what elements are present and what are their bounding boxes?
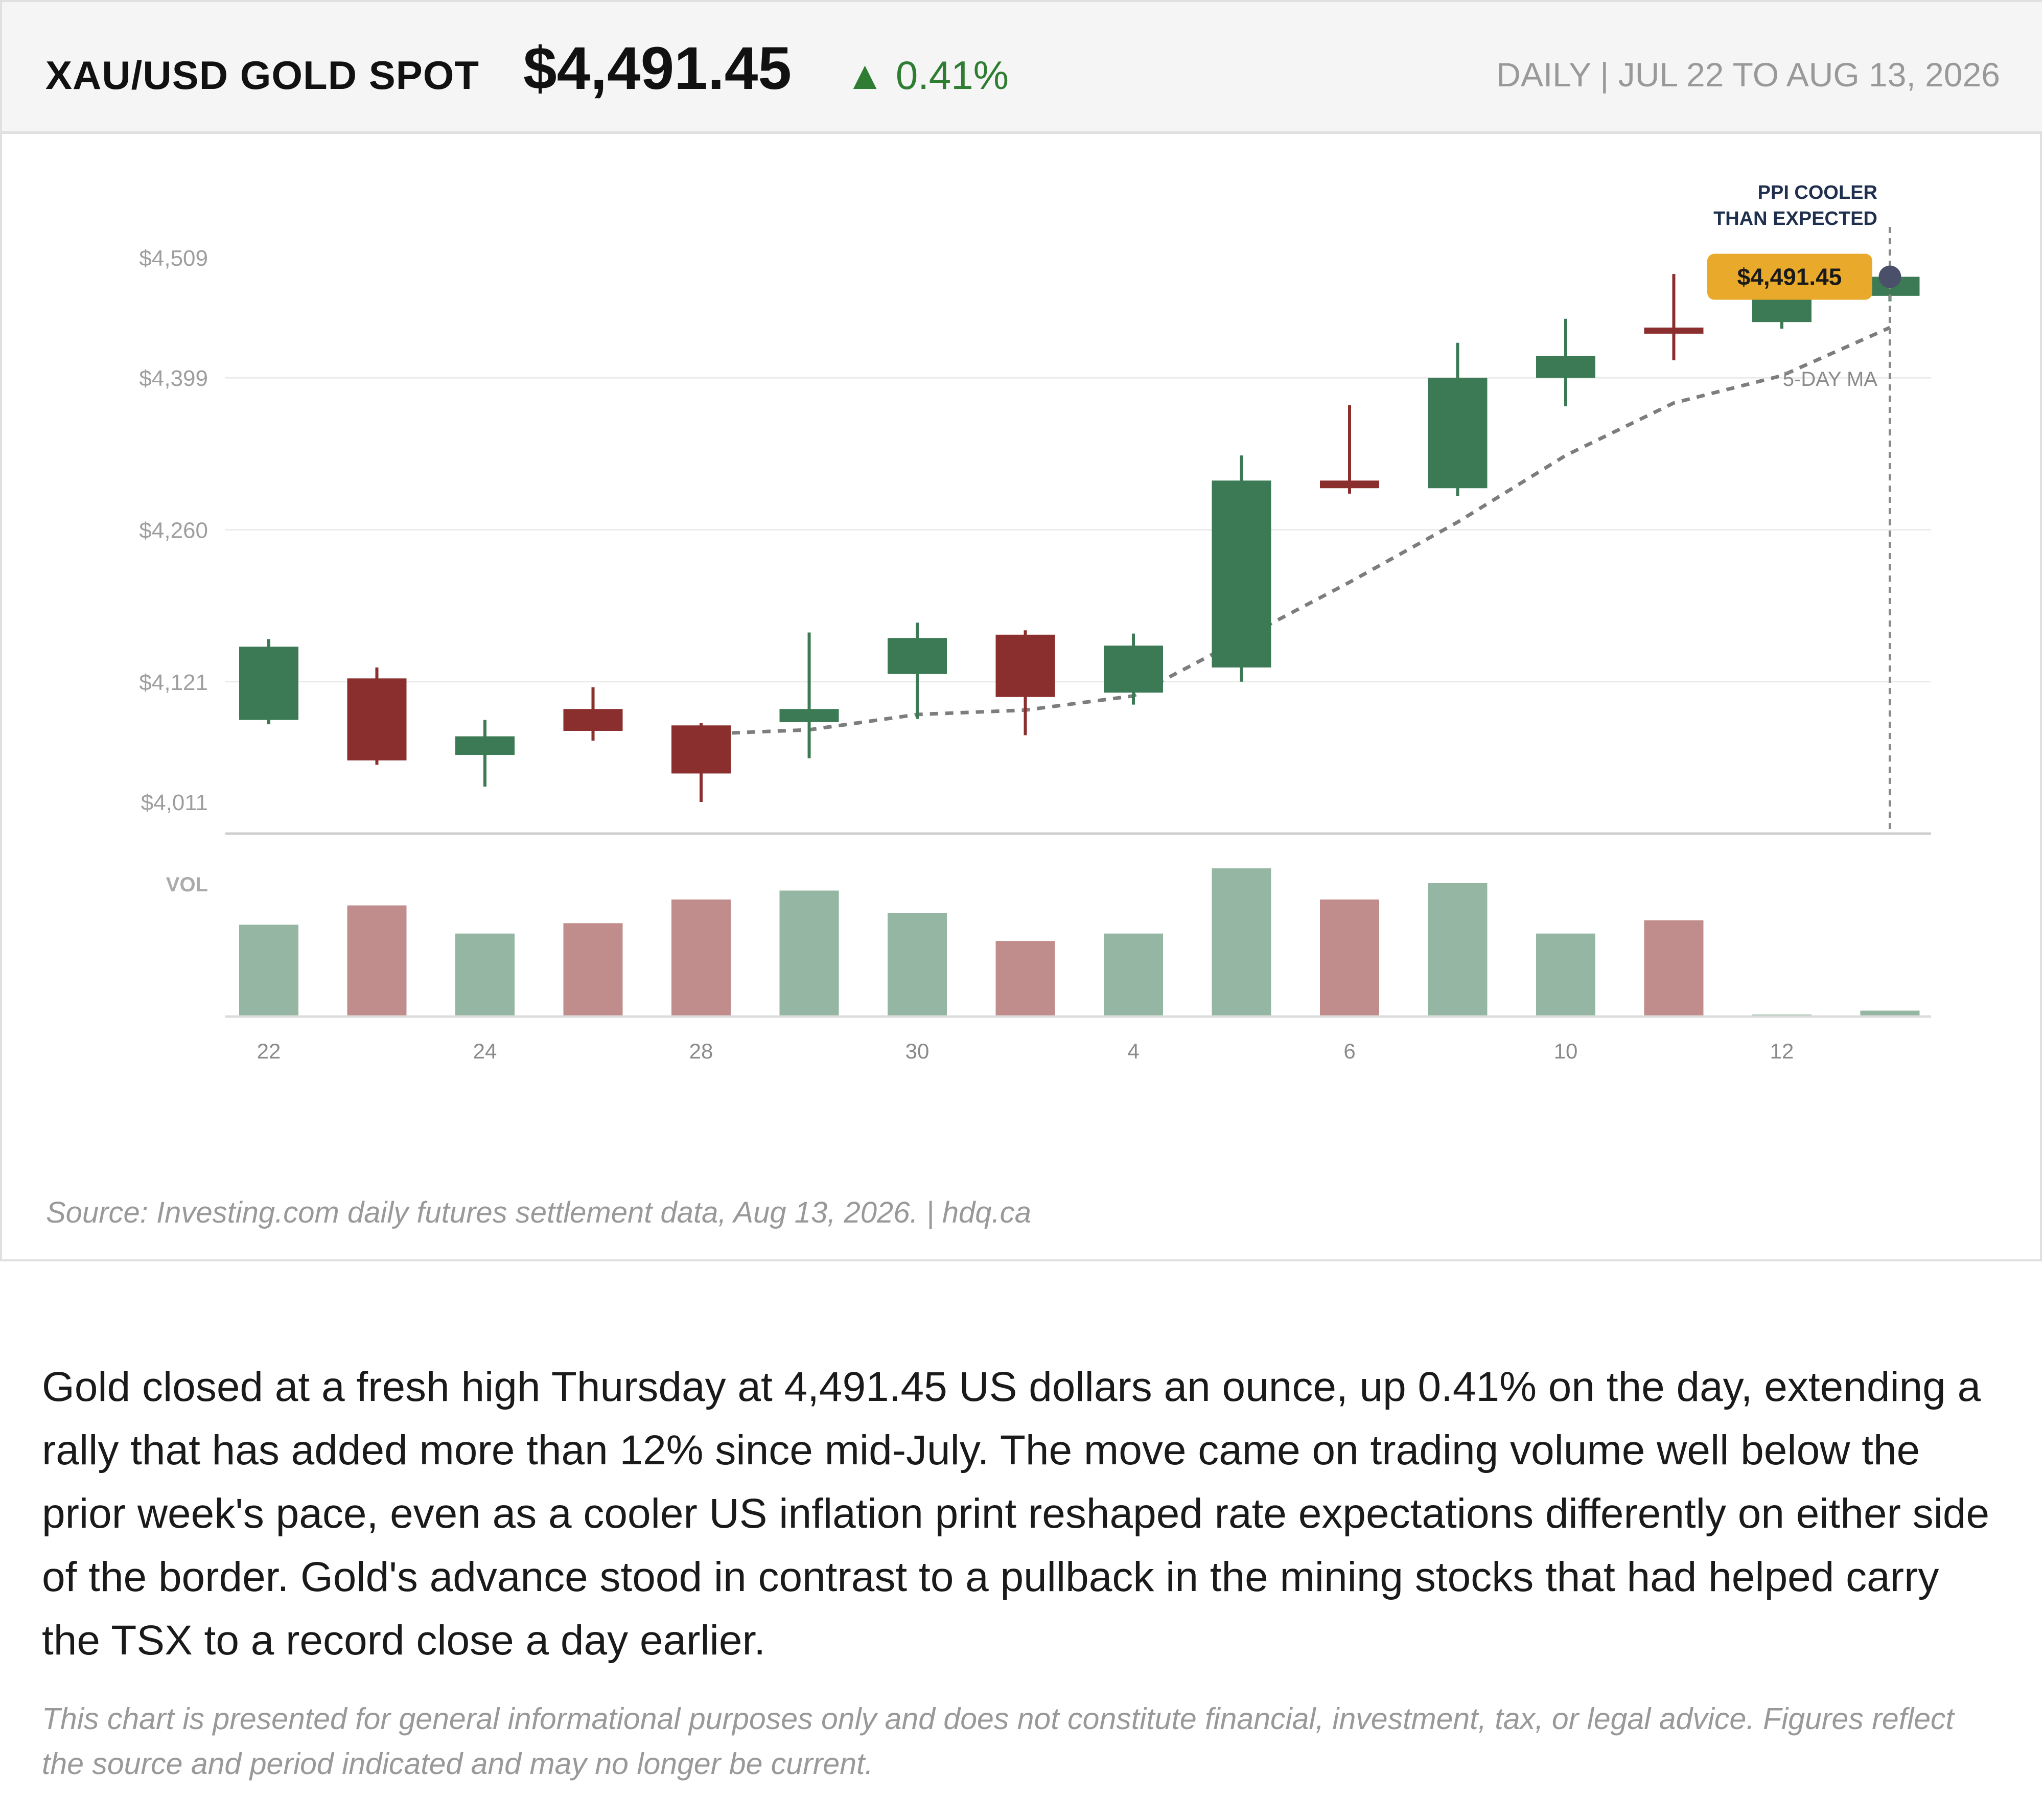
price-badge [1707,254,1872,300]
candle [1104,633,1163,705]
annotation-text-line1: PPI COOLER [1758,182,1877,203]
price-badge-label: $4,491.45 [1737,264,1842,290]
candle-body [1212,480,1271,667]
y-tick-label: $4,121 [139,670,208,695]
candle-body [1428,378,1488,489]
candle-body [671,725,731,774]
ma-label: 5-DAY MA [1783,368,1878,390]
volume-bar [1428,883,1488,1017]
candle-body [1320,480,1379,489]
volume-bar [239,925,298,1017]
chart-header: XAU/USD GOLD SPOT $4,491.45 ▲ 0.41% DAIL… [2,2,2042,134]
candle-body [995,634,1055,697]
candle-body [1536,356,1595,378]
annotation-text-line2: THAN EXPECTED [1713,208,1877,229]
annotation-dot [1878,265,1901,288]
candle [1536,318,1595,406]
candle-body [455,736,515,755]
y-tick-label: $4,399 [139,366,208,391]
volume-bar [1212,868,1271,1017]
x-tick-label: 6 [1343,1039,1355,1063]
volume-label: VOL [166,873,208,896]
candle [779,632,839,758]
disclaimer-text: This chart is presented for general info… [42,1702,1954,1781]
candle [1428,342,1488,496]
volume-bar [888,913,947,1017]
x-tick-label: 24 [473,1039,497,1063]
y-tick-label: $4,509 [139,246,208,271]
article-paragraph: Gold closed at a fresh high Thursday at … [42,1364,1990,1664]
candle [239,639,298,725]
volume-bar [455,933,515,1017]
period-label: DAILY | JUL 22 TO AUG 13, 2026 [1496,56,2000,94]
volume-bar [779,890,839,1017]
volume-bar [1536,933,1595,1017]
candle-body [779,709,839,722]
candle [1320,405,1379,494]
volume-bar [995,941,1055,1017]
candlestick-chart: 5-DAY MA $4,011 $4,121 $4,260 $4,399 $4,509 V… [139,182,1931,1063]
volume-bar [1644,920,1704,1017]
x-tick-label: 10 [1554,1039,1578,1063]
y-tick-label: $4,011 [141,790,208,815]
volume-bar [563,923,623,1017]
candle-body [888,638,947,674]
volume-bar [347,905,407,1017]
candle [888,623,947,719]
moving-average-line [701,326,1891,736]
x-tick-label: 22 [257,1039,281,1063]
candle-body [239,647,298,720]
y-tick-label: $4,260 [139,518,208,543]
candle-body [563,709,623,731]
candle-body [1104,646,1163,693]
ticker-title: XAU/USD GOLD SPOT [45,53,480,98]
candle [995,630,1055,735]
volume-bar [1104,933,1163,1017]
candle-body [347,678,407,761]
volume-bar [1860,1010,1920,1017]
candle [1644,274,1704,361]
candle [563,687,623,741]
current-price: $4,491.45 [523,35,792,102]
volume-bar [671,899,731,1017]
x-tick-label: 30 [905,1039,930,1063]
candle [455,720,515,787]
candle [347,667,407,765]
candle [671,723,731,802]
candle-body [1644,327,1704,334]
volume-bar [1320,899,1379,1017]
price-change: ▲ 0.41% [845,53,1009,98]
x-tick-label: 12 [1770,1039,1794,1063]
chart-card: XAU/USD GOLD SPOT $4,491.45 ▲ 0.41% DAIL… [0,0,2042,1261]
candle [1212,455,1271,682]
x-tick-label: 4 [1127,1039,1139,1063]
source-note: Source: Investing.com daily futures sett… [46,1196,1032,1229]
x-tick-label: 28 [689,1039,713,1063]
